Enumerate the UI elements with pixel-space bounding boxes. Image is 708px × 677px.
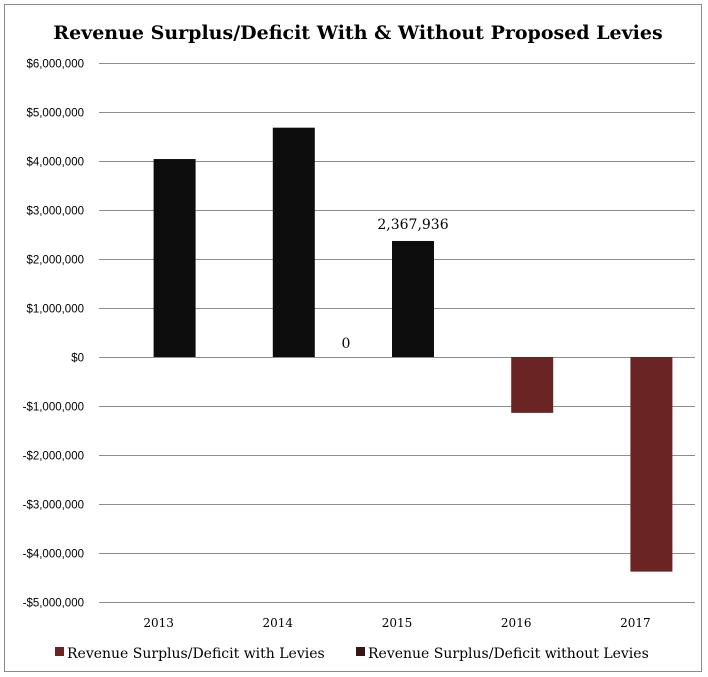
y-tick-label: -$1,000,000 (23, 402, 84, 414)
y-tick-label: $3,000,000 (26, 206, 84, 218)
y-axis-tick-labels: $6,000,000 $5,000,000 $4,000,000 $3,000,000… (23, 59, 84, 610)
bar-2015 (392, 240, 434, 357)
legend-label: Revenue Surplus/Deficit with Levies (67, 646, 325, 662)
bar-2016 (511, 357, 554, 413)
legend-swatch (356, 647, 365, 656)
x-tick-label: 2014 (263, 616, 294, 630)
y-tick-label: $6,000,000 (26, 59, 84, 71)
legend-swatch (55, 647, 64, 656)
x-tick-label: 2017 (620, 616, 651, 630)
y-tick-label: $1,000,000 (26, 304, 84, 316)
y-tick-label: $5,000,000 (26, 108, 84, 120)
y-tick-label: -$4,000,000 (23, 549, 84, 561)
y-tick-label: -$5,000,000 (23, 598, 84, 610)
x-tick-label: 2015 (382, 616, 413, 630)
y-tick-label: -$3,000,000 (23, 500, 84, 512)
chart-frame: Revenue Surplus/Deficit With & Without P… (4, 4, 702, 672)
data-labels: 0 2,367,936 (342, 217, 449, 352)
data-label: 0 (342, 336, 351, 352)
y-tick-label: $0 (71, 353, 84, 365)
bar-2013 (153, 159, 196, 357)
y-tick-label: -$2,000,000 (23, 451, 84, 463)
data-label: 2,367,936 (377, 217, 448, 233)
chart-title: Revenue Surplus/Deficit With & Without P… (53, 22, 662, 44)
bar-2014 (272, 127, 315, 358)
legend-label: Revenue Surplus/Deficit without Levies (368, 646, 649, 662)
bar-chart: Revenue Surplus/Deficit With & Without P… (23, 22, 695, 662)
x-tick-label: 2016 (501, 616, 532, 630)
bars (153, 127, 673, 572)
y-tick-label: $2,000,000 (26, 255, 84, 267)
x-tick-label: 2013 (143, 616, 174, 630)
legend: Revenue Surplus/Deficit with Levies Reven… (55, 646, 649, 662)
x-axis-category-labels: 2013 2014 2015 2016 2017 (143, 616, 650, 630)
bar-2017 (630, 357, 673, 572)
y-tick-label: $4,000,000 (26, 157, 84, 169)
